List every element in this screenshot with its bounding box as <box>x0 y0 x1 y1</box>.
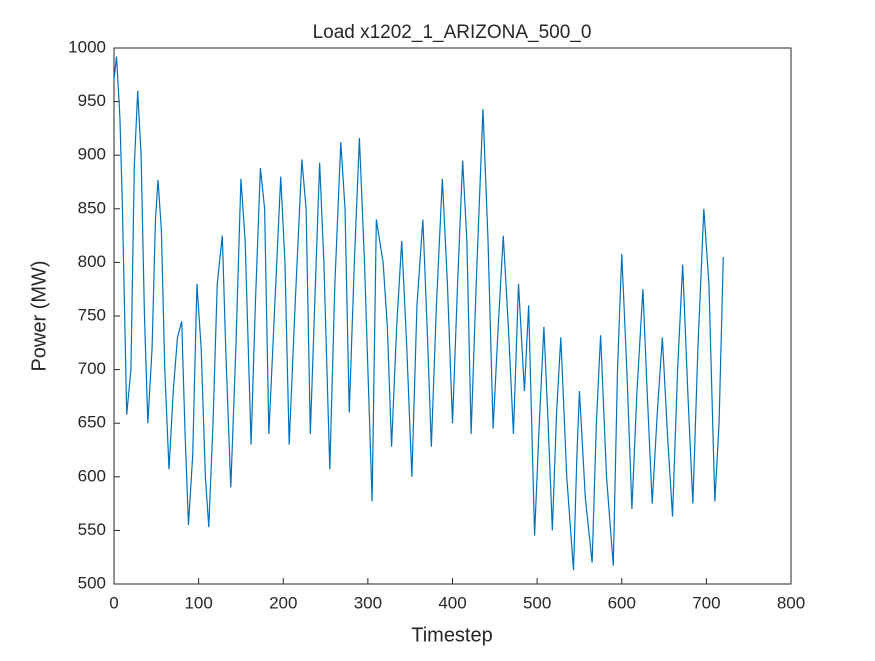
y-tick-label: 750 <box>78 305 106 324</box>
y-tick-label: 500 <box>78 573 106 592</box>
y-tick-label: 900 <box>78 145 106 164</box>
y-tick-label: 550 <box>78 520 106 539</box>
y-tick-label: 850 <box>78 198 106 217</box>
data-line <box>113 56 724 571</box>
plot-area <box>113 47 792 585</box>
x-tick-label: 0 <box>109 593 118 612</box>
x-tick-label: 100 <box>184 593 212 612</box>
y-tick-label: 650 <box>78 413 106 432</box>
x-tick-label: 300 <box>354 593 382 612</box>
x-tick-label: 800 <box>777 593 805 612</box>
x-tick-label: 500 <box>523 593 551 612</box>
x-tick-label: 600 <box>608 593 636 612</box>
chart-title: Load x1202_1_ARIZONA_500_0 <box>313 22 592 43</box>
y-tick-label: 1000 <box>68 37 106 56</box>
x-tick-label: 700 <box>692 593 720 612</box>
x-axis-label: Timestep <box>411 624 493 646</box>
y-tick-label: 800 <box>78 252 106 271</box>
y-tick-label: 950 <box>78 91 106 110</box>
y-tick-label: 600 <box>78 466 106 485</box>
x-tick-label: 200 <box>269 593 297 612</box>
x-tick-label: 400 <box>438 593 466 612</box>
y-tick-label: 700 <box>78 359 106 378</box>
y-axis-label: Power (MW) <box>28 260 50 371</box>
